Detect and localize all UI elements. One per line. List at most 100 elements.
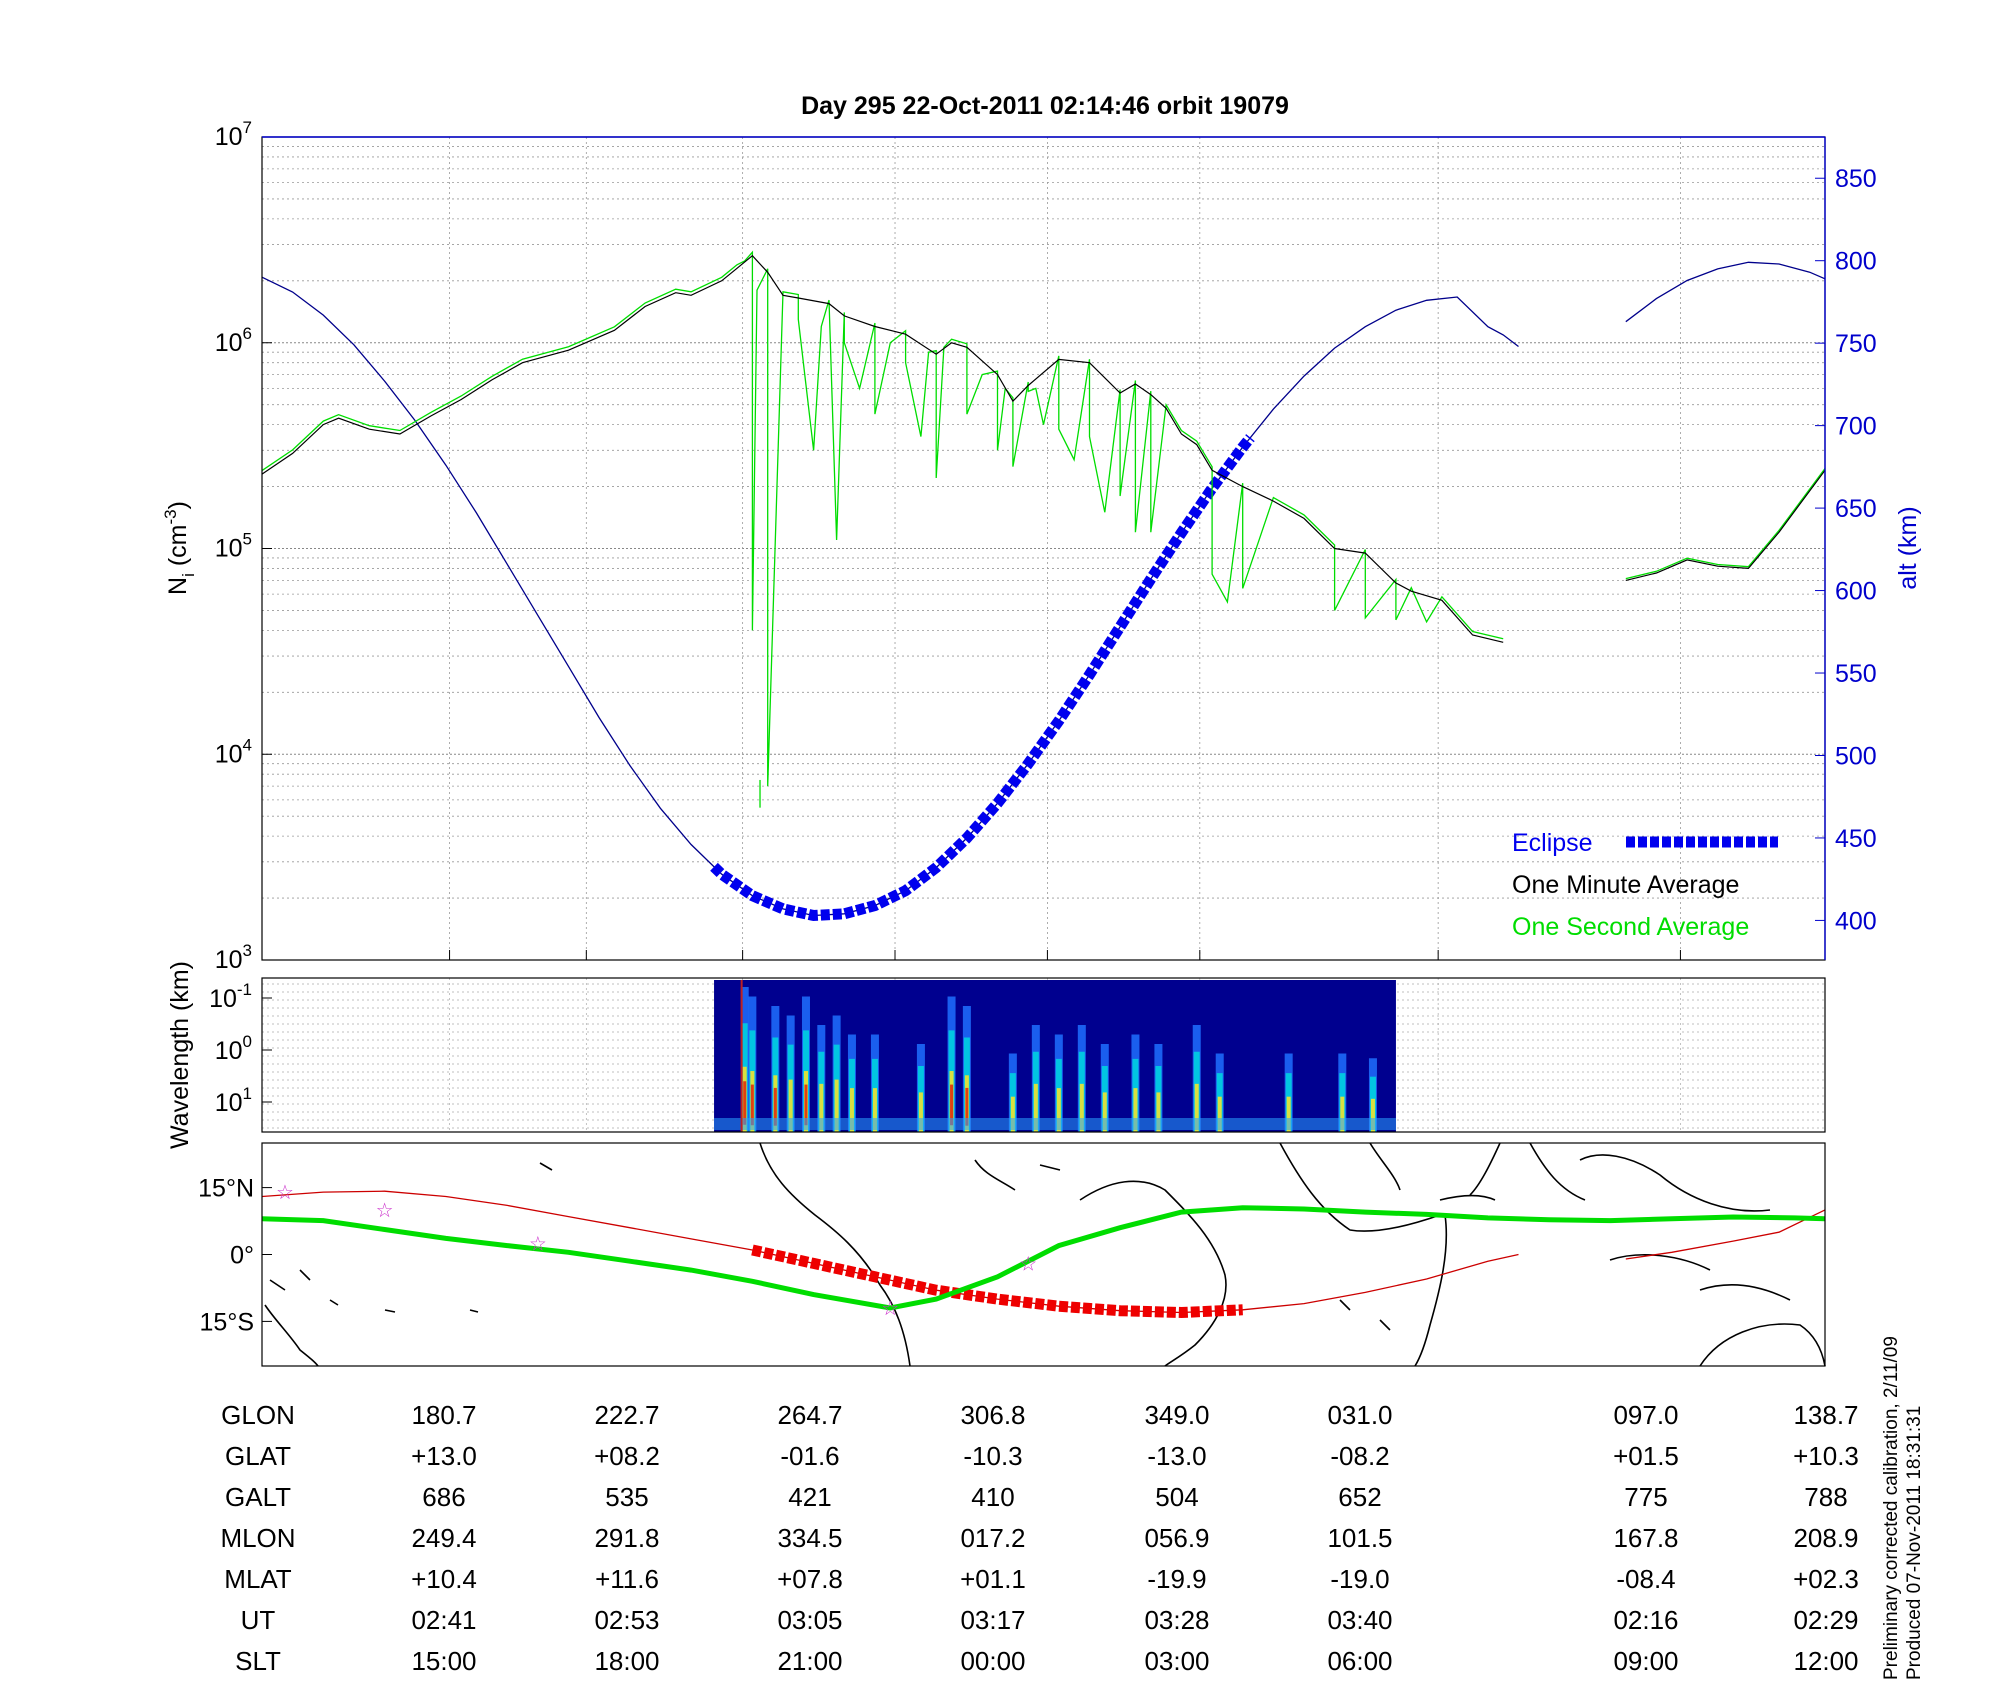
spectrogram-burst-hot bbox=[1156, 1092, 1161, 1132]
table-cell: 02:16 bbox=[1613, 1605, 1678, 1635]
spectrogram-burst-hot bbox=[788, 1079, 793, 1132]
lat-tick-label: 15°N bbox=[198, 1175, 254, 1203]
station-star-icon: ☆ bbox=[881, 1298, 899, 1320]
table-cell: 291.8 bbox=[594, 1523, 659, 1553]
table-cell: 02:41 bbox=[411, 1605, 476, 1635]
spectrogram-burst-hot bbox=[1056, 1088, 1061, 1132]
legend-second-label: One Second Average bbox=[1512, 913, 1749, 941]
density-series bbox=[261, 250, 1826, 922]
eclipse-line bbox=[710, 434, 1255, 922]
table-cell: 00:00 bbox=[960, 1646, 1025, 1676]
table-cell: 504 bbox=[1155, 1482, 1198, 1512]
y-tick-label: 105 bbox=[215, 530, 252, 563]
table-cell: +10.4 bbox=[411, 1564, 477, 1594]
second-average-line-late bbox=[1625, 468, 1826, 580]
spectrogram-tick-label: 101 bbox=[215, 1084, 252, 1117]
spectrogram-burst-peak bbox=[773, 1087, 777, 1126]
table-row-label: MLAT bbox=[224, 1564, 292, 1594]
station-star-icon: ☆ bbox=[276, 1182, 294, 1204]
spectrogram-tick-base: 10 bbox=[215, 1037, 243, 1065]
table-row-label: UT bbox=[241, 1605, 276, 1635]
table-cell: 788 bbox=[1804, 1482, 1847, 1512]
table-cell: 334.5 bbox=[777, 1523, 842, 1553]
table-cell: 06:00 bbox=[1327, 1646, 1392, 1676]
table-cell: 09:00 bbox=[1613, 1646, 1678, 1676]
table-cell: 18:00 bbox=[594, 1646, 659, 1676]
table-cell: 02:53 bbox=[594, 1605, 659, 1635]
table-cell: +13.0 bbox=[411, 1441, 477, 1471]
table-cell: 686 bbox=[422, 1482, 465, 1512]
altitude-line-late bbox=[1625, 261, 1826, 323]
map-panel: ☆ ☆ ☆ ☆ ☆ 15°N 0° 15°S bbox=[198, 1142, 1826, 1367]
table-cell: 421 bbox=[788, 1482, 831, 1512]
y-tick-label-base: 10 bbox=[215, 946, 243, 974]
table-cell: +01.5 bbox=[1613, 1441, 1679, 1471]
spectrogram-burst-hot bbox=[1217, 1096, 1222, 1132]
orbit-table: GLON 180.7 222.7 264.7 306.8 349.0 031.0 097.0 1… bbox=[220, 1400, 1858, 1676]
y-tick-label-exp: 7 bbox=[243, 118, 252, 137]
spectrogram-tick-exp: -1 bbox=[237, 980, 252, 999]
table-cell: -10.3 bbox=[963, 1441, 1022, 1471]
table-cell: 652 bbox=[1338, 1482, 1381, 1512]
altitude-tick-label: 450 bbox=[1835, 825, 1877, 853]
spectrogram-burst-peak bbox=[950, 1084, 954, 1126]
altitude-axis-ticks: 400 450 500 550 600 650 700 750 800 850 bbox=[1815, 165, 1877, 935]
spectrogram-burst-hot bbox=[1010, 1096, 1015, 1132]
y-tick-label-exp: 4 bbox=[243, 735, 252, 754]
coastline bbox=[1369, 1142, 1401, 1191]
legend-eclipse-label: Eclipse bbox=[1512, 829, 1593, 857]
y-tick-label: 106 bbox=[215, 324, 252, 357]
table-cell: -01.6 bbox=[780, 1441, 839, 1471]
density-ylabel-unit: (cm bbox=[164, 525, 192, 574]
legend-minute-label: One Minute Average bbox=[1512, 871, 1739, 899]
table-cell: 264.7 bbox=[777, 1400, 842, 1430]
table-cell: -08.2 bbox=[1330, 1441, 1389, 1471]
coastline bbox=[1579, 1154, 1771, 1212]
table-row-label: GLON bbox=[221, 1400, 295, 1430]
table-cell: -13.0 bbox=[1147, 1441, 1206, 1471]
y-tick-label: 107 bbox=[215, 118, 252, 151]
altitude-tick-label: 550 bbox=[1835, 660, 1877, 688]
altitude-tick-label: 600 bbox=[1835, 578, 1877, 606]
second-average-line bbox=[261, 250, 1504, 787]
spectrogram-burst-hot bbox=[1340, 1096, 1345, 1132]
map-lat-axis-ticks: 15°N 0° 15°S bbox=[198, 1175, 272, 1336]
spectrogram-burst-hot bbox=[834, 1079, 839, 1132]
table-cell: 017.2 bbox=[960, 1523, 1025, 1553]
table-cell: 775 bbox=[1624, 1482, 1667, 1512]
spectrogram-burst-hot bbox=[1133, 1088, 1138, 1132]
map-series: ☆ ☆ ☆ ☆ ☆ bbox=[261, 1182, 1826, 1320]
table-cell: +11.6 bbox=[595, 1564, 659, 1594]
coastline bbox=[1414, 1214, 1448, 1367]
spectrogram-tick-base: 10 bbox=[215, 1089, 243, 1117]
coastline bbox=[1079, 1180, 1227, 1367]
station-star-icon: ☆ bbox=[376, 1200, 394, 1222]
altitude-tick-label: 700 bbox=[1835, 413, 1877, 441]
altitude-tick-label: 500 bbox=[1835, 742, 1877, 770]
table-cell: 349.0 bbox=[1144, 1400, 1209, 1430]
spectrogram-burst-peak bbox=[750, 1084, 754, 1126]
ground-track-eclipse bbox=[751, 1244, 1243, 1319]
y-tick-label-exp: 3 bbox=[243, 941, 252, 960]
spectrogram-burst-hot bbox=[849, 1088, 854, 1132]
y-tick-label: 104 bbox=[215, 735, 252, 768]
y-tick-label-base: 10 bbox=[215, 740, 243, 768]
table-cell: 167.8 bbox=[1613, 1523, 1678, 1553]
table-cell: 03:00 bbox=[1144, 1646, 1209, 1676]
coastline bbox=[469, 1162, 553, 1313]
density-ylabel: Ni (cm-3) bbox=[161, 501, 198, 595]
spectrogram-ylabel: Wavelength (km) bbox=[166, 961, 194, 1149]
table-cell: 306.8 bbox=[960, 1400, 1025, 1430]
table-row-label: GLAT bbox=[225, 1441, 291, 1471]
lat-tick-label: 15°S bbox=[200, 1308, 254, 1336]
table-cell: 03:28 bbox=[1144, 1605, 1209, 1635]
spectrogram-burst-hot bbox=[1194, 1083, 1199, 1132]
chart-title: Day 295 22-Oct-2011 02:14:46 orbit 19079 bbox=[801, 92, 1289, 120]
produced-line: Produced 07-Nov-2011 18:31:31 bbox=[1904, 1405, 1925, 1680]
density-ylabel-exp: -3 bbox=[161, 509, 180, 524]
table-cell: -19.9 bbox=[1147, 1564, 1206, 1594]
